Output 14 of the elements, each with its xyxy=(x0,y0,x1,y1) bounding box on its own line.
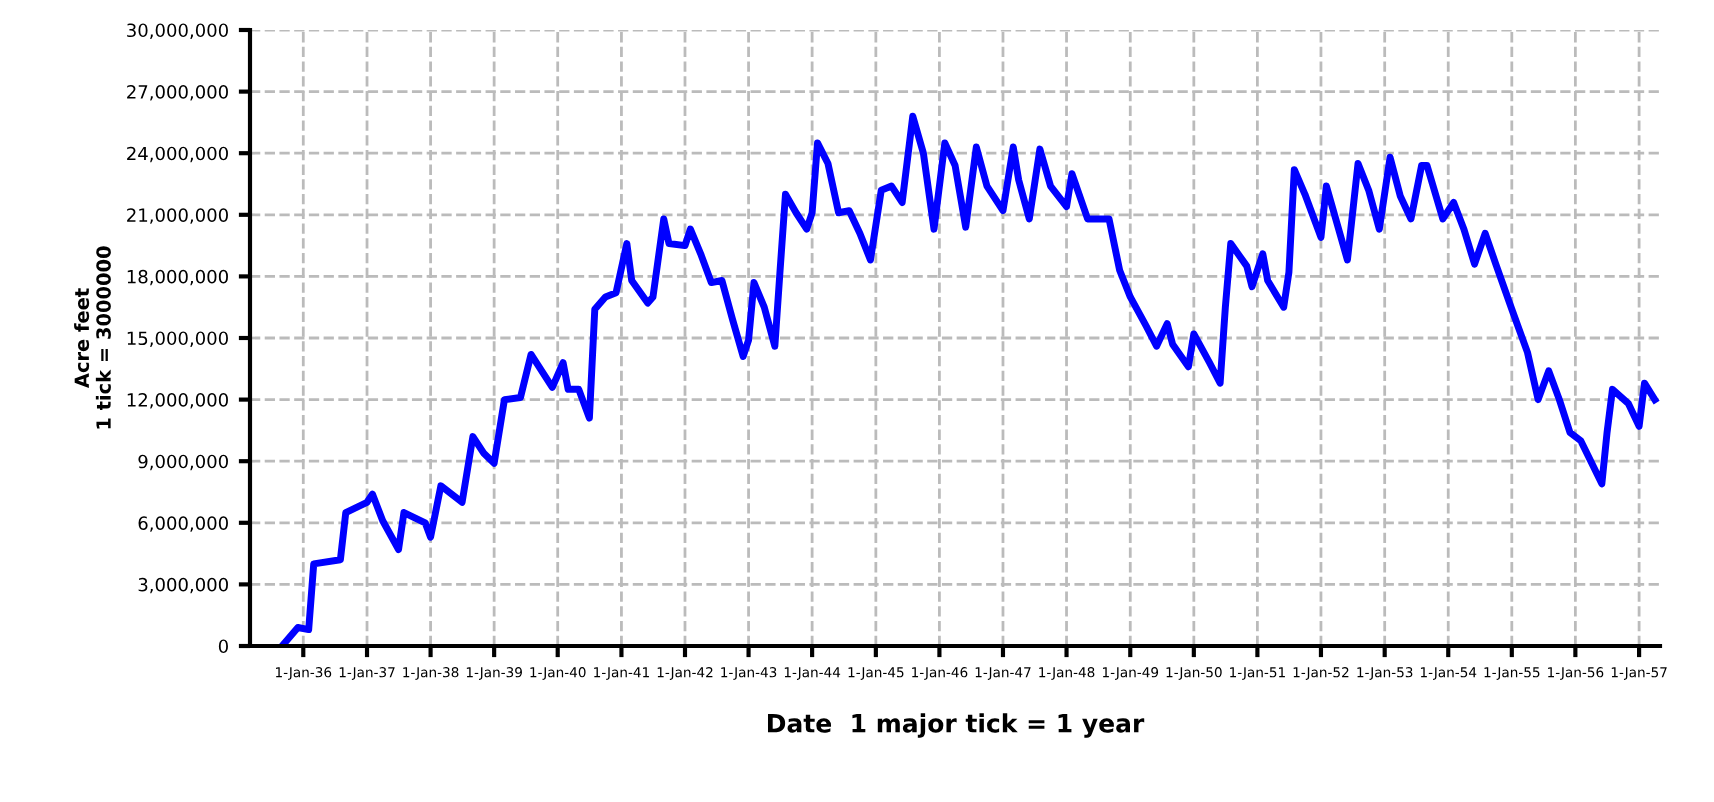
y-tick-label: 18,000,000 xyxy=(127,269,228,286)
y-tick-label: 9,000,000 xyxy=(138,454,228,471)
line-series xyxy=(278,112,1659,646)
y-tick-label: 21,000,000 xyxy=(127,208,228,224)
y-tick-label: 24,000,000 xyxy=(127,146,228,163)
y-tick-label: 0 xyxy=(218,639,228,654)
y-tick-label: 6,000,000 xyxy=(138,516,228,532)
y-tick-label: 3,000,000 xyxy=(138,577,228,594)
y-axis-title: Acre feet 1 tick = 3000000 xyxy=(74,246,111,429)
y-tick-label: 27,000,000 xyxy=(127,85,228,101)
y-tick-label: 12,000,000 xyxy=(127,393,228,409)
y-tick-label: 15,000,000 xyxy=(127,331,228,347)
y-tick-label: 30,000,000 xyxy=(127,23,228,39)
x-axis-title: Date 1 major tick = 1 year xyxy=(767,713,1145,738)
